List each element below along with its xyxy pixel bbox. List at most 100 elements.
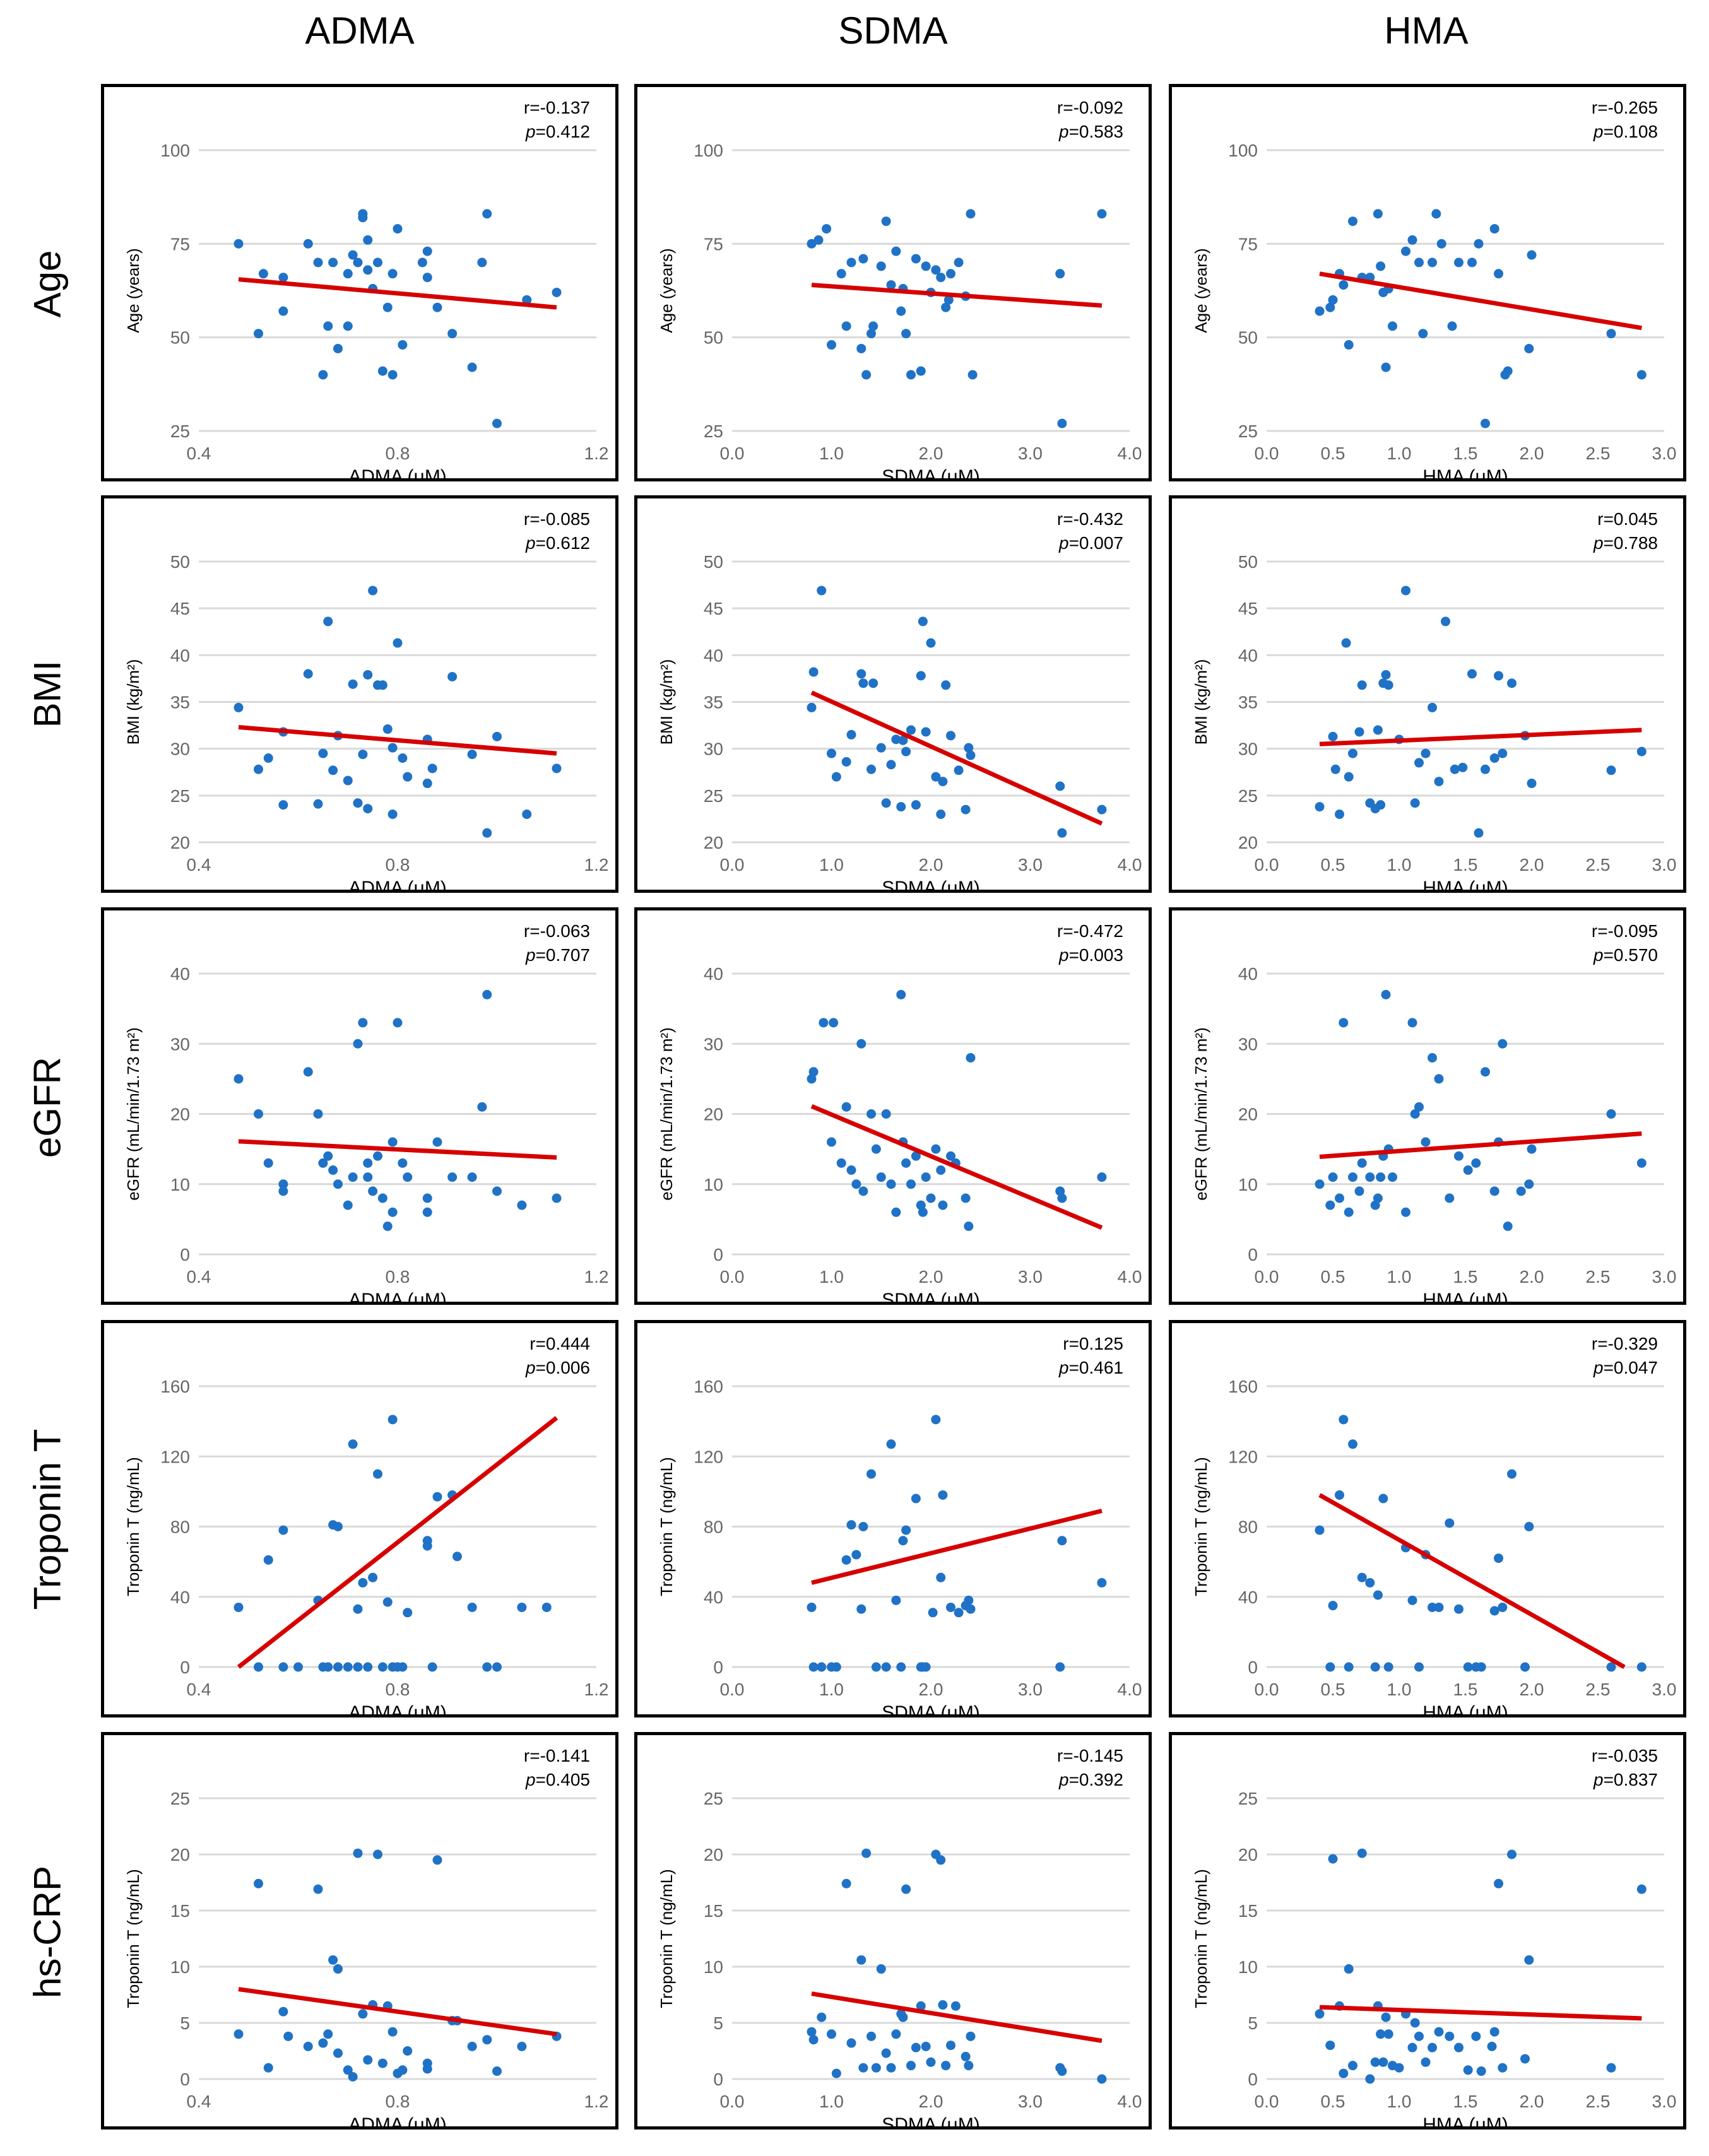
data-point — [1057, 418, 1067, 428]
data-point — [1407, 1018, 1417, 1028]
data-point — [1315, 1179, 1325, 1189]
p-value-number: =0.108 — [1604, 122, 1658, 141]
x-tick-label: 3.0 — [1652, 2092, 1677, 2111]
p-value: p=0.003 — [1058, 945, 1123, 965]
data-point — [906, 725, 916, 735]
data-point — [552, 287, 562, 297]
data-point — [1527, 1144, 1537, 1154]
scatter-panel-bmi-hma: 20 25 30 35 40 45 50 0.0 0.5 1.0 1.5 2.0 2.5 3.0 HMA (… — [1169, 495, 1686, 893]
data-point — [1636, 1884, 1647, 1894]
scatter-chart-troponin-t-adma: 0 40 80 120 160 0.4 0.8 1.2 ADMA (μM) Troponin T … — [124, 1334, 608, 1714]
data-point — [819, 1018, 829, 1028]
data-point — [353, 1039, 363, 1049]
y-axis-label: eGFR (mL/min/1.73 m²) — [1192, 1027, 1210, 1201]
data-point — [368, 586, 378, 596]
data-point — [263, 1555, 273, 1565]
data-point — [387, 810, 398, 819]
data-point — [964, 1222, 974, 1231]
data-point — [808, 1662, 819, 1672]
data-point — [1450, 764, 1460, 774]
p-symbol: p — [1058, 122, 1069, 141]
data-point — [871, 2063, 881, 2073]
x-tick-label: 1.2 — [584, 855, 609, 875]
y-tick-label: 80 — [704, 1517, 723, 1537]
data-point — [921, 1662, 931, 1672]
x-tick-label: 1.0 — [1387, 444, 1412, 463]
x-axis-label: SDMA (μM) — [882, 878, 980, 890]
data-point — [363, 235, 373, 245]
data-point — [482, 1662, 492, 1672]
data-point — [417, 257, 427, 268]
data-point — [1394, 2063, 1404, 2073]
data-point — [966, 1053, 976, 1063]
data-point — [1383, 680, 1393, 690]
data-point — [886, 2063, 896, 2073]
y-tick-label: 45 — [1238, 599, 1258, 618]
y-tick-label: 40 — [1238, 964, 1258, 984]
scatter-panel-age-hma: 25 50 75 100 0.0 0.5 1.0 1.5 2.0 2.5 3.0 HMA (μM) Ag… — [1169, 84, 1686, 481]
x-axis-label: SDMA (μM) — [882, 466, 980, 478]
data-point — [517, 1602, 527, 1612]
data-point — [318, 370, 328, 380]
data-point — [1407, 235, 1417, 245]
data-point — [492, 731, 502, 741]
data-point — [1330, 764, 1340, 774]
data-point — [938, 1200, 948, 1210]
data-point — [911, 2042, 921, 2053]
y-tick-label: 160 — [1228, 1377, 1258, 1396]
x-axis-label: ADMA (μM) — [348, 1290, 447, 1302]
data-point — [427, 763, 437, 774]
data-point — [1057, 2066, 1067, 2076]
data-point — [868, 678, 878, 688]
data-point — [377, 366, 387, 376]
data-point — [813, 235, 824, 245]
data-point — [1507, 1469, 1517, 1479]
data-point — [829, 1018, 839, 1028]
data-point — [467, 1602, 477, 1612]
data-point — [866, 764, 876, 774]
data-point — [348, 1439, 358, 1449]
data-point — [1376, 261, 1386, 271]
data-point — [373, 1849, 382, 1859]
y-tick-label: 25 — [170, 421, 190, 441]
data-point — [278, 1186, 288, 1196]
data-point — [333, 1662, 343, 1672]
data-point — [363, 1172, 373, 1182]
data-point — [841, 757, 851, 767]
x-axis-label: HMA (μM) — [1422, 878, 1508, 890]
data-point — [911, 1151, 921, 1161]
row-header-egfr: eGFR — [26, 1056, 69, 1158]
y-tick-label: 25 — [170, 1789, 190, 1808]
data-point — [866, 2031, 876, 2041]
y-tick-label: 10 — [170, 1957, 190, 1977]
data-point — [822, 224, 832, 234]
data-point — [901, 1884, 911, 1894]
row-header-hs-crp: hs-CRP — [26, 1865, 69, 1999]
y-tick-label: 0 — [180, 2070, 190, 2089]
x-tick-label: 3.0 — [1018, 855, 1043, 875]
data-point — [403, 2046, 413, 2056]
scatter-chart-bmi-adma: 20 25 30 35 40 45 50 0.4 0.8 1.2 ADMA (μM) BMI (kg/… — [124, 509, 609, 890]
data-point — [961, 1193, 971, 1203]
x-tick-label: 2.5 — [1586, 444, 1611, 463]
data-point — [1474, 239, 1484, 249]
data-point — [881, 2048, 891, 2058]
data-point — [861, 370, 872, 380]
y-tick-label: 30 — [170, 1034, 190, 1054]
data-point — [941, 2061, 951, 2071]
data-point — [886, 280, 896, 290]
data-point — [343, 2065, 353, 2075]
data-point — [1527, 779, 1537, 789]
y-tick-label: 25 — [1238, 786, 1258, 806]
data-point — [363, 669, 373, 680]
data-point — [871, 1144, 881, 1154]
data-point — [1498, 748, 1508, 758]
correlation-r: r=-0.085 — [524, 509, 590, 529]
data-point — [1414, 1102, 1424, 1112]
data-point — [827, 2029, 836, 2039]
x-tick-label: 2.0 — [1520, 444, 1544, 463]
data-point — [827, 1137, 836, 1147]
data-point — [1428, 702, 1437, 712]
data-point — [363, 1158, 373, 1168]
data-point — [1373, 725, 1383, 735]
